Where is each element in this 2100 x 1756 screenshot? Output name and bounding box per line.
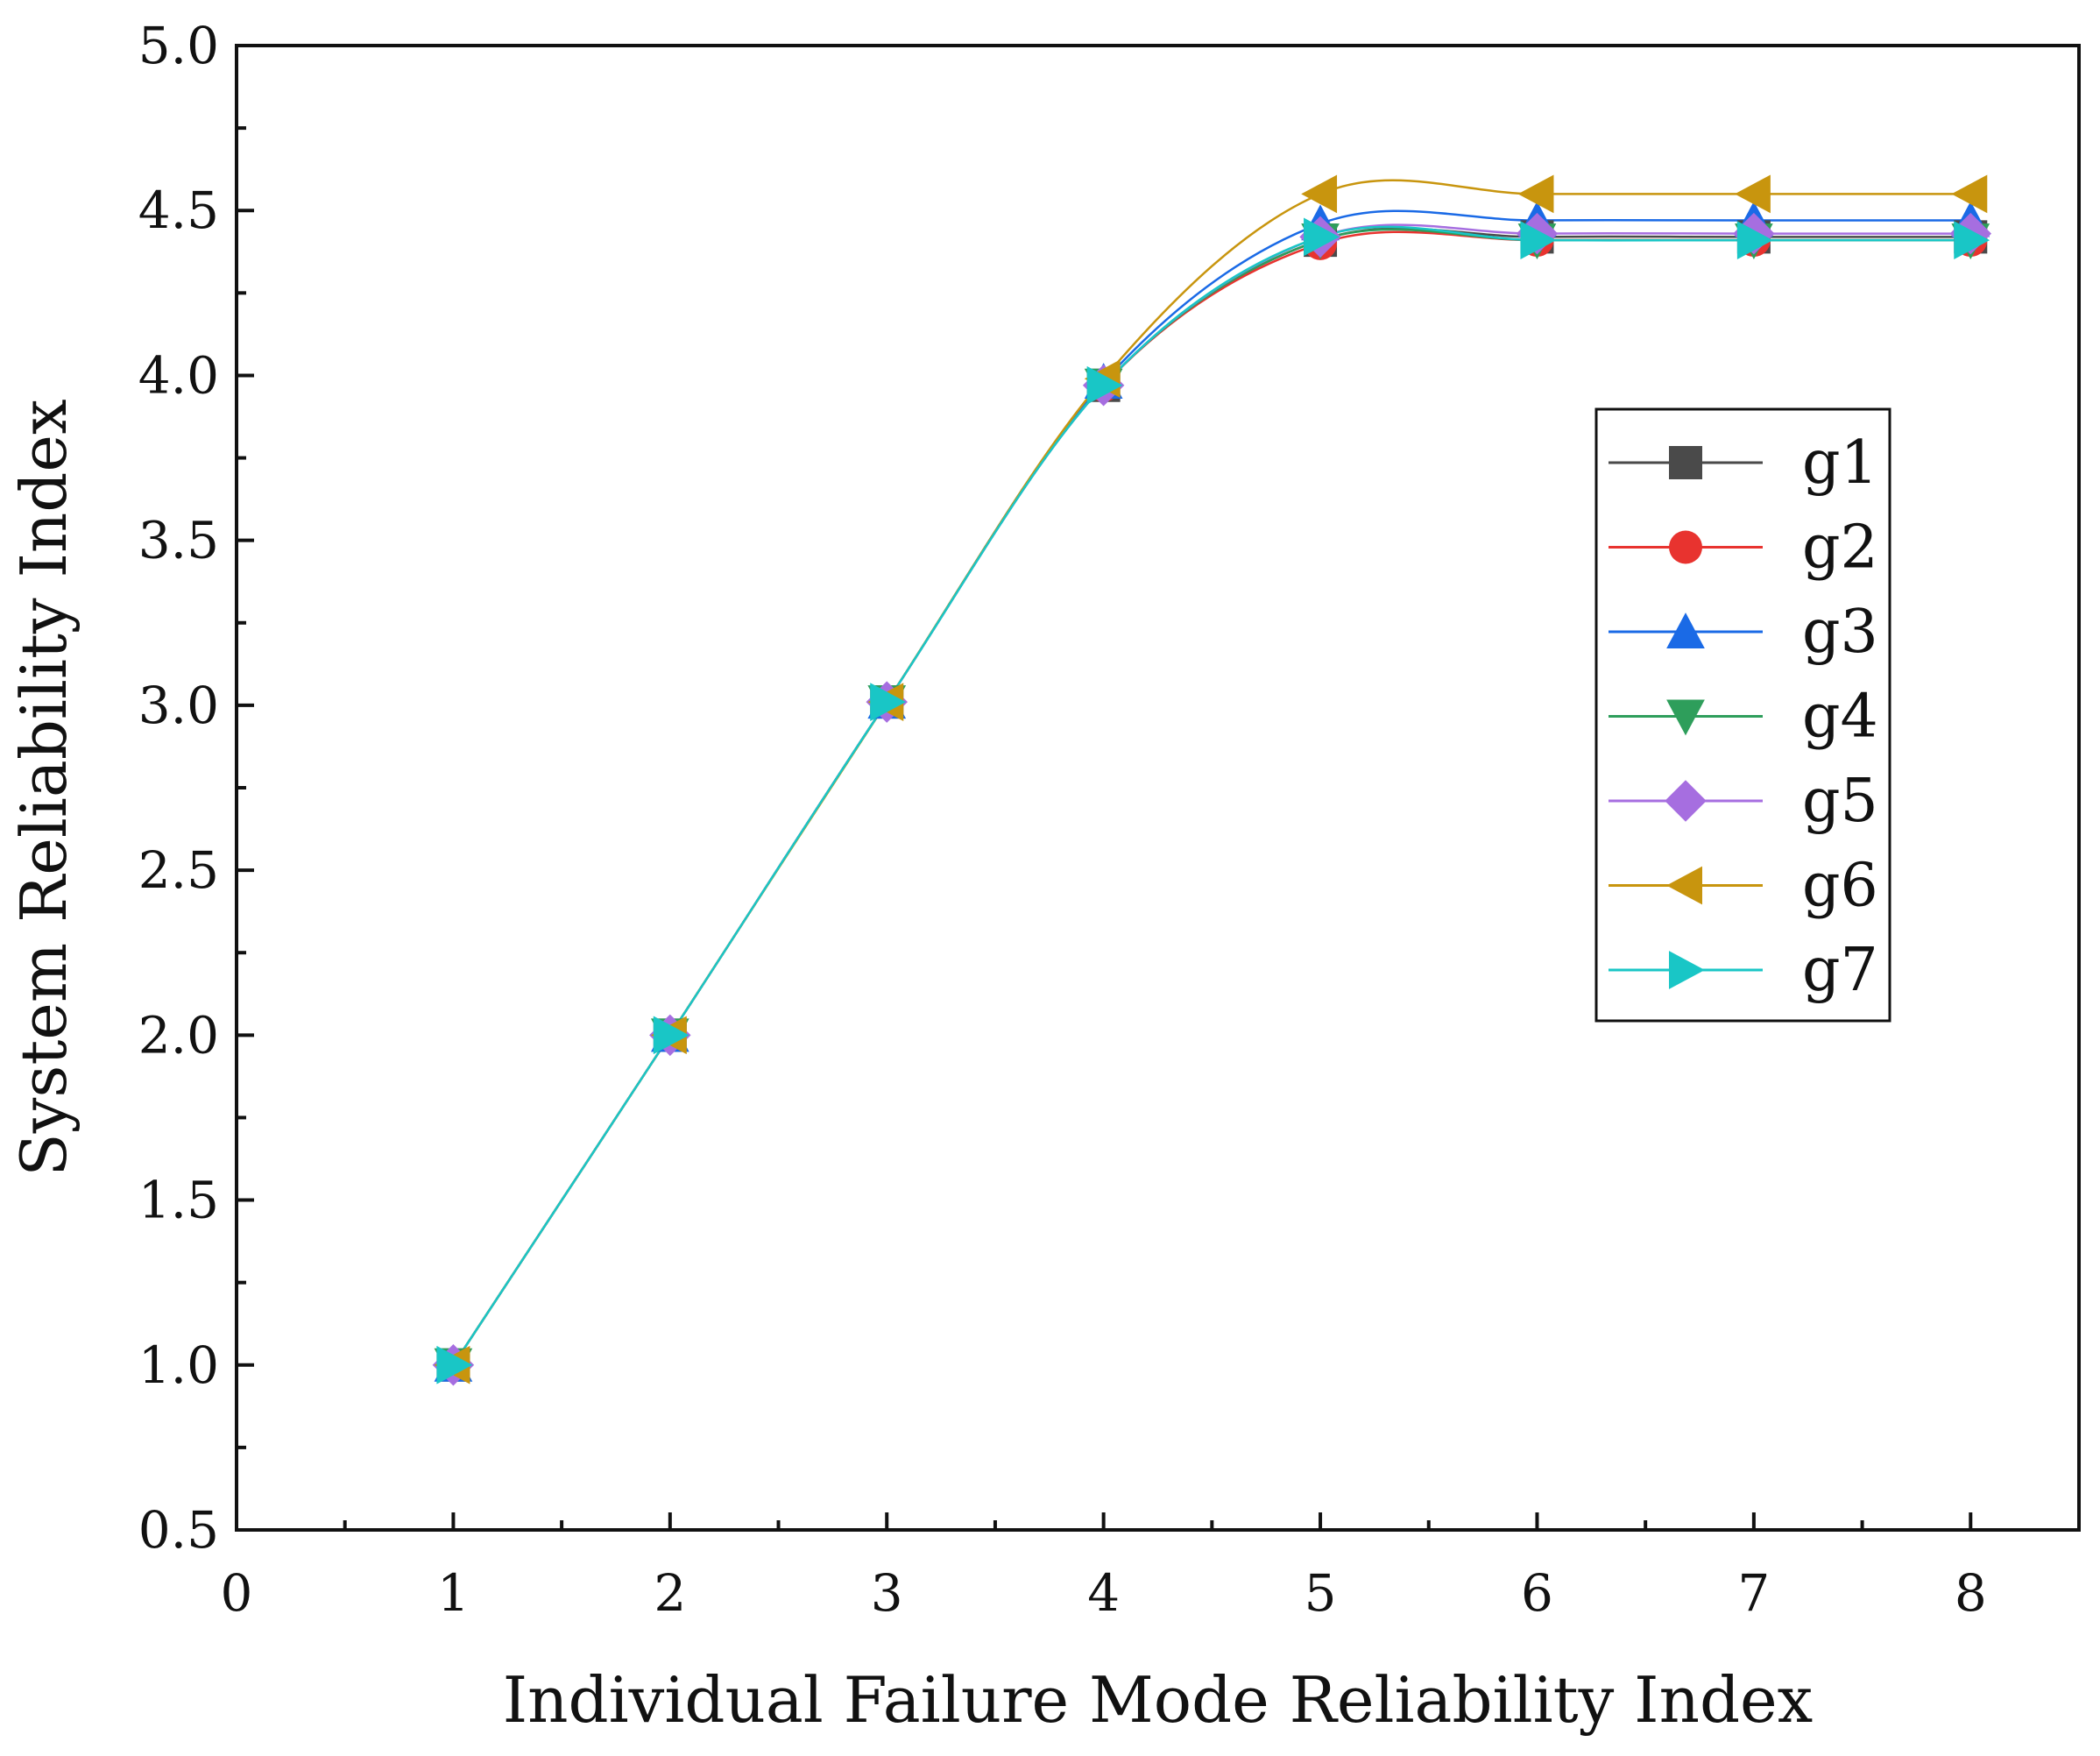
- data-point-g7: [1086, 365, 1123, 405]
- y-tick-label: 2.0: [138, 1005, 219, 1065]
- data-point-g7: [870, 683, 907, 721]
- x-tick-label: 3: [871, 1563, 903, 1623]
- y-tick-label: 5.0: [138, 16, 219, 75]
- data-point-g7: [1736, 221, 1773, 259]
- legend-marker-g5: [1665, 780, 1707, 822]
- legend-marker-g7: [1669, 951, 1705, 989]
- y-tick-label: 3.0: [138, 676, 219, 735]
- legend-marker-g1: [1669, 446, 1702, 479]
- series-markers-layer: [432, 174, 1992, 1386]
- y-tick-label: 3.5: [138, 511, 219, 570]
- data-point-g6: [1735, 174, 1771, 214]
- y-tick-label: 0.5: [138, 1500, 219, 1560]
- legend-label-g7: g7: [1802, 936, 1878, 1005]
- axes-layer: 0 1 2 3 4 5 6 7 8 0.5 1.0 1.5 2.0 2.5 3.0 3.5 4.0 4.5 5.0: [138, 16, 2081, 1623]
- x-tick-label: 6: [1521, 1563, 1553, 1623]
- y-tick-label: 4.5: [138, 181, 219, 240]
- legend-label-g4: g4: [1802, 683, 1878, 752]
- data-point-g6: [1951, 174, 1988, 214]
- data-point-g7: [1954, 221, 1990, 259]
- x-tick-label: 5: [1305, 1563, 1337, 1623]
- legend-label-g3: g3: [1802, 598, 1878, 667]
- y-tick-label: 1.5: [138, 1171, 219, 1230]
- y-tick-label: 4.0: [138, 345, 219, 405]
- legend-marker-g2: [1669, 530, 1702, 564]
- x-tick-label: 7: [1737, 1563, 1770, 1623]
- x-tick-label: 1: [437, 1563, 470, 1623]
- x-tick-label: 2: [654, 1563, 686, 1623]
- x-tick-label: 4: [1087, 1563, 1120, 1623]
- data-point-g6: [1517, 174, 1554, 214]
- legend-label-g6: g6: [1802, 852, 1878, 921]
- x-tick-label: 8: [1955, 1563, 1987, 1623]
- y-tick-label: 2.5: [138, 840, 219, 900]
- legend-marker-g3: [1666, 612, 1705, 648]
- legend-marker-g4: [1666, 699, 1705, 736]
- legend: g1 g2 g3 g4 g5 g6 g7: [1594, 407, 1891, 1023]
- x-tick-label: 0: [221, 1563, 253, 1623]
- y-tick-label: 1.0: [138, 1335, 219, 1395]
- legend-label-g2: g2: [1802, 513, 1878, 583]
- legend-label-g1: g1: [1802, 428, 1878, 498]
- data-point-g7: [653, 1016, 689, 1055]
- data-point-g7: [436, 1345, 473, 1384]
- data-point-g7: [1520, 221, 1557, 259]
- x-axis-title: Individual Failure Mode Reliability Inde…: [503, 1663, 1814, 1737]
- legend-label-g5: g5: [1802, 767, 1878, 836]
- data-point-g6: [1301, 174, 1338, 214]
- data-point-g7: [1304, 217, 1340, 257]
- legend-marker-g6: [1666, 866, 1702, 905]
- y-axis-title: System Reliability Index: [7, 399, 81, 1176]
